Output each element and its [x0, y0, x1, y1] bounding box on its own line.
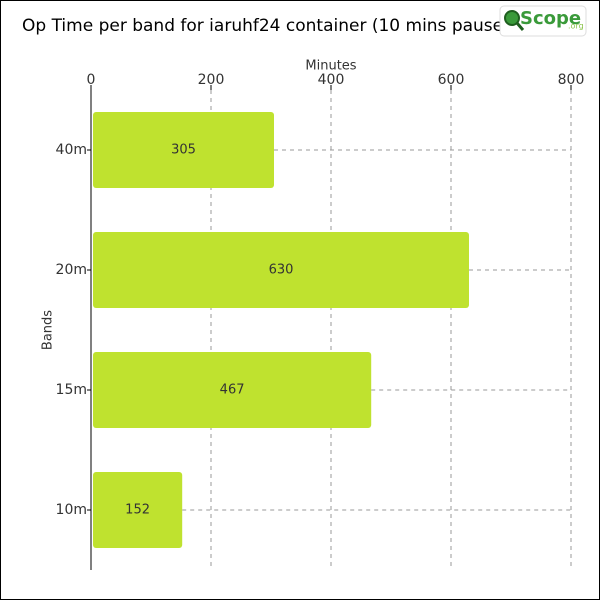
value-label: 630	[269, 263, 294, 278]
logo-suffix: .org	[568, 22, 584, 31]
value-label: 152	[125, 503, 150, 518]
y-tick-label: 10m	[56, 502, 87, 518]
bar	[93, 112, 274, 188]
logo: Scope .org	[499, 5, 587, 37]
bar	[93, 352, 372, 428]
y-tick-label: 20m	[56, 262, 87, 278]
logo-icon-handle	[515, 22, 525, 31]
x-tick-label: 400	[318, 72, 345, 88]
x-axis-label: Minutes	[305, 59, 356, 74]
x-tick-label: 800	[558, 72, 585, 88]
y-axis-label: Bands	[41, 310, 56, 350]
bar	[93, 232, 469, 308]
x-tick-label: 200	[198, 72, 225, 88]
value-label: 467	[220, 383, 245, 398]
value-label: 305	[171, 143, 196, 158]
chart-title: Op Time per band for iaruhf24 container …	[22, 16, 524, 36]
bar	[93, 472, 183, 548]
y-tick-label: 15m	[56, 382, 87, 398]
x-tick-label: 0	[87, 72, 96, 88]
logo-text: Scope	[520, 8, 581, 29]
logo-icon	[504, 10, 520, 26]
x-tick-label: 600	[438, 72, 465, 88]
y-tick-label: 40m	[56, 142, 87, 158]
